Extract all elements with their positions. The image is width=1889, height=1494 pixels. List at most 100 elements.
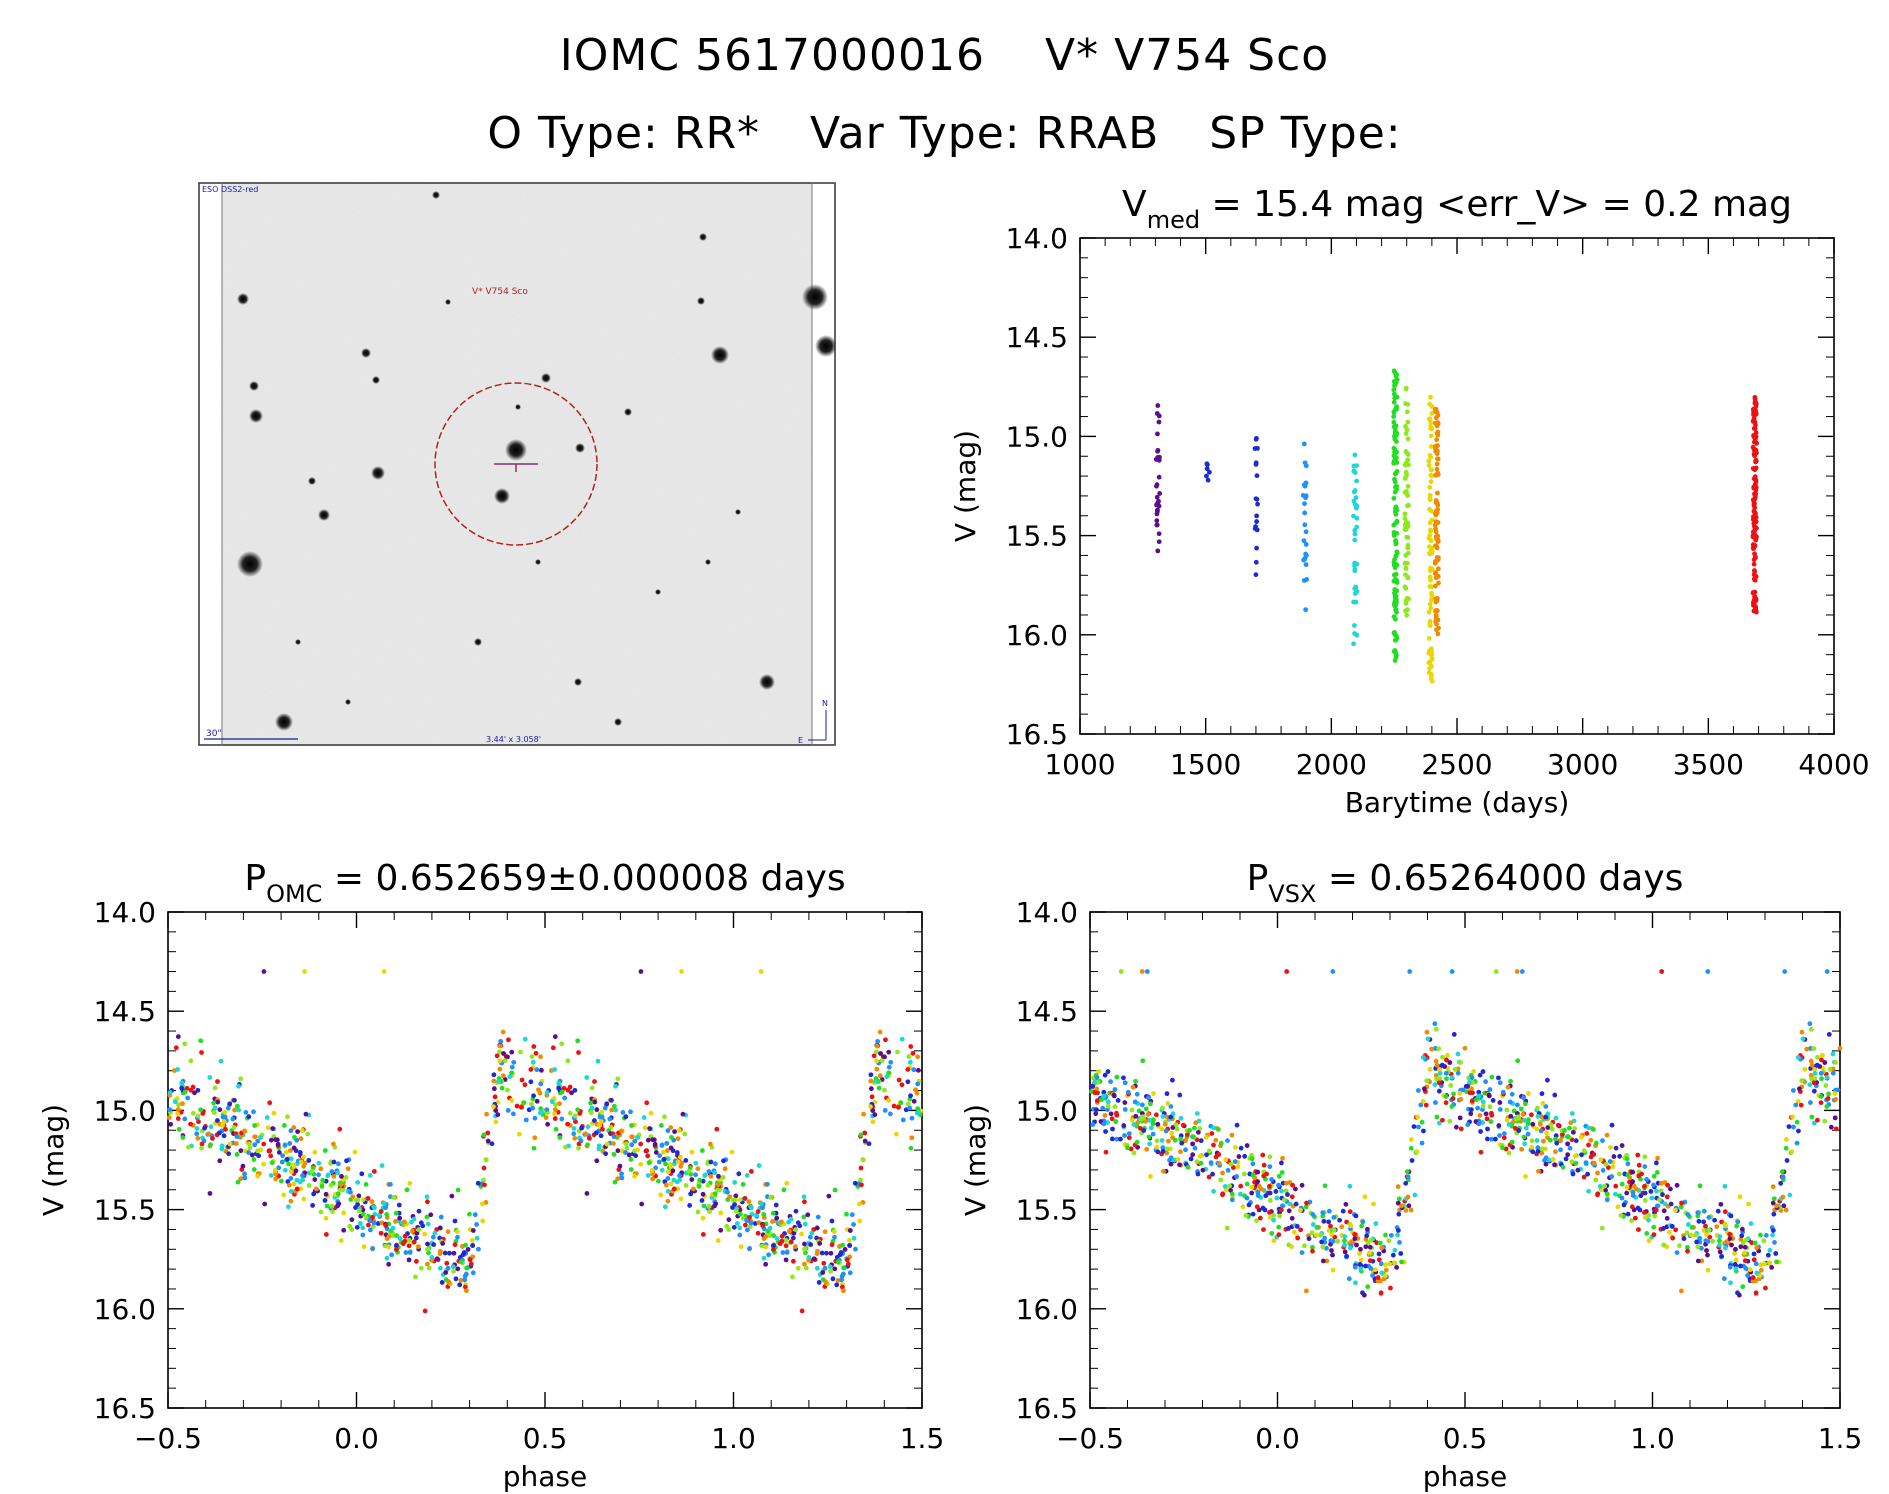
data-point: [1211, 1142, 1216, 1148]
data-point: [1387, 1261, 1393, 1267]
data-point: [1279, 1188, 1284, 1194]
data-point: [1485, 1126, 1490, 1132]
data-point: [497, 1058, 503, 1064]
data-point: [447, 1250, 452, 1256]
data-point: [222, 1109, 228, 1115]
data-point: [316, 1172, 321, 1178]
data-point: [679, 969, 684, 974]
data-point: [1553, 1149, 1558, 1155]
data-point: [766, 1252, 772, 1258]
data-point: [1697, 1235, 1703, 1241]
data-point: [1585, 1171, 1591, 1177]
y-tick-label: 14.0: [1016, 896, 1078, 929]
data-point: [1753, 519, 1759, 525]
data-point: [167, 1107, 173, 1112]
chart-title: Vmed = 15.4 mag <err_V> = 0.2 mag: [1122, 184, 1792, 234]
data-point: [1403, 386, 1409, 392]
data-point: [1487, 1104, 1493, 1110]
data-point: [166, 1115, 172, 1121]
data-point: [1368, 1237, 1374, 1243]
data-point: [665, 1188, 671, 1194]
data-point: [1249, 1156, 1255, 1162]
data-point: [493, 1108, 499, 1113]
data-point: [629, 1123, 634, 1128]
data-point: [464, 1265, 470, 1271]
data-point: [1572, 1126, 1578, 1131]
data-point: [1382, 1273, 1388, 1279]
data-point: [384, 1212, 390, 1217]
data-point: [1434, 1114, 1440, 1120]
data-point: [1669, 1223, 1675, 1229]
data-point: [329, 1203, 335, 1209]
x-tick-label: 1.0: [1630, 1422, 1675, 1455]
data-point: [1826, 1031, 1832, 1037]
data-point: [1712, 1217, 1718, 1223]
data-point: [909, 1115, 915, 1121]
data-point: [1326, 1219, 1332, 1225]
data-point: [1483, 1111, 1489, 1117]
data-point: [1705, 1252, 1710, 1258]
data-point: [430, 1234, 436, 1240]
data-point: [281, 1192, 287, 1198]
data-point: [1154, 511, 1160, 517]
data-point: [323, 1215, 329, 1221]
data-point: [195, 1113, 201, 1119]
data-point: [302, 969, 307, 974]
data-point: [736, 1171, 742, 1177]
data-point: [1390, 1252, 1396, 1258]
data-point: [1163, 1128, 1169, 1134]
data-point: [802, 1246, 807, 1252]
data-point: [1771, 1196, 1777, 1202]
data-point: [275, 1141, 281, 1147]
data-point: [1617, 1153, 1623, 1159]
data-point: [695, 1166, 701, 1172]
data-point: [510, 1111, 516, 1117]
data-point: [1222, 1184, 1228, 1189]
data-point: [788, 1239, 794, 1245]
data-point: [911, 1067, 917, 1073]
data-point: [1392, 395, 1398, 401]
data-point: [886, 1064, 892, 1070]
data-point: [215, 1099, 221, 1105]
data-point: [1289, 1215, 1295, 1221]
data-point: [1303, 463, 1309, 469]
data-point: [1651, 1224, 1657, 1230]
data-point: [1808, 1073, 1814, 1078]
data-point: [1159, 1138, 1165, 1143]
data-point: [1668, 1186, 1673, 1192]
star: [372, 376, 380, 384]
data-point: [1289, 1194, 1295, 1200]
data-point: [744, 1173, 750, 1178]
data-point: [1534, 1138, 1540, 1143]
data-point: [1439, 1062, 1445, 1068]
data-point: [292, 1134, 297, 1140]
data-point: [1375, 1275, 1381, 1280]
data-point: [626, 1152, 632, 1158]
data-point: [1739, 1233, 1745, 1239]
data-point: [886, 1070, 891, 1076]
data-point: [1818, 1100, 1824, 1106]
data-point: [1743, 1266, 1749, 1271]
data-point: [1681, 1236, 1687, 1242]
data-point: [1695, 1258, 1701, 1264]
data-point: [1188, 1156, 1194, 1162]
data-point: [521, 1100, 527, 1106]
data-point: [873, 1079, 878, 1084]
data-point: [683, 1158, 689, 1163]
data-point: [1450, 1096, 1456, 1101]
data-point: [718, 1227, 724, 1233]
data-point: [1254, 519, 1260, 524]
data-point: [1395, 1184, 1401, 1190]
x-tick-label: 3500: [1673, 748, 1744, 781]
data-point: [1706, 1227, 1712, 1233]
data-point: [1141, 1128, 1147, 1133]
data-point: [1752, 554, 1758, 560]
data-point: [1396, 1196, 1402, 1202]
data-point: [481, 1177, 486, 1183]
data-point: [1394, 483, 1399, 489]
data-point: [809, 1230, 815, 1236]
data-point: [1402, 516, 1408, 521]
data-point: [1487, 1087, 1493, 1092]
data-point: [331, 1174, 337, 1179]
data-point: [217, 1158, 223, 1164]
